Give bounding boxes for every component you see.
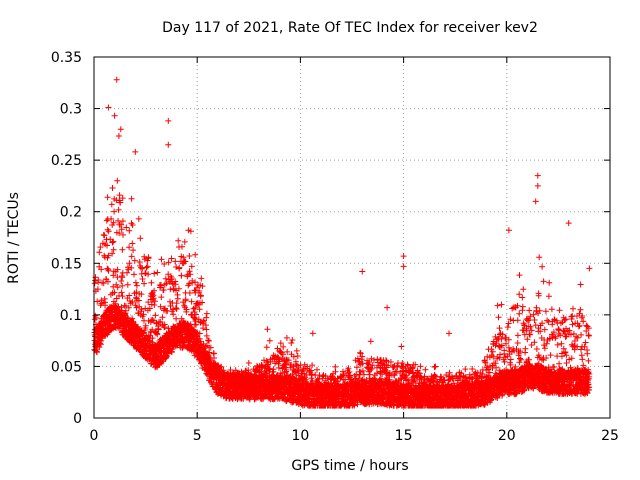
x-tick-labels: 0 5 10 15 20 25 xyxy=(90,428,619,444)
y-tick-label: 0.1 xyxy=(60,308,82,324)
x-tick-label: 25 xyxy=(601,428,619,444)
y-tick-label: 0.3 xyxy=(60,102,82,118)
x-tick-label: 5 xyxy=(193,428,202,444)
x-tick-label: 15 xyxy=(395,428,413,444)
axis-ticks xyxy=(93,56,611,419)
y-tick-label: 0.25 xyxy=(51,153,82,169)
y-tick-label: 0.05 xyxy=(51,359,82,375)
y-tick-label: 0.2 xyxy=(60,205,82,221)
chart-title: Day 117 of 2021, Rate Of TEC Index for r… xyxy=(162,20,538,36)
y-tick-label: 0 xyxy=(73,411,82,427)
y-axis-label: ROTI / TECUs xyxy=(6,192,22,284)
y-tick-label: 0.35 xyxy=(51,50,82,66)
x-tick-label: 0 xyxy=(90,428,99,444)
x-tick-label: 10 xyxy=(291,428,309,444)
x-tick-label: 20 xyxy=(498,428,516,444)
y-tick-labels: 0 0.05 0.1 0.15 0.2 0.25 0.3 0.35 xyxy=(51,50,82,427)
y-tick-label: 0.15 xyxy=(51,256,82,272)
plot-frame xyxy=(93,56,611,419)
x-axis-label: GPS time / hours xyxy=(291,458,408,474)
